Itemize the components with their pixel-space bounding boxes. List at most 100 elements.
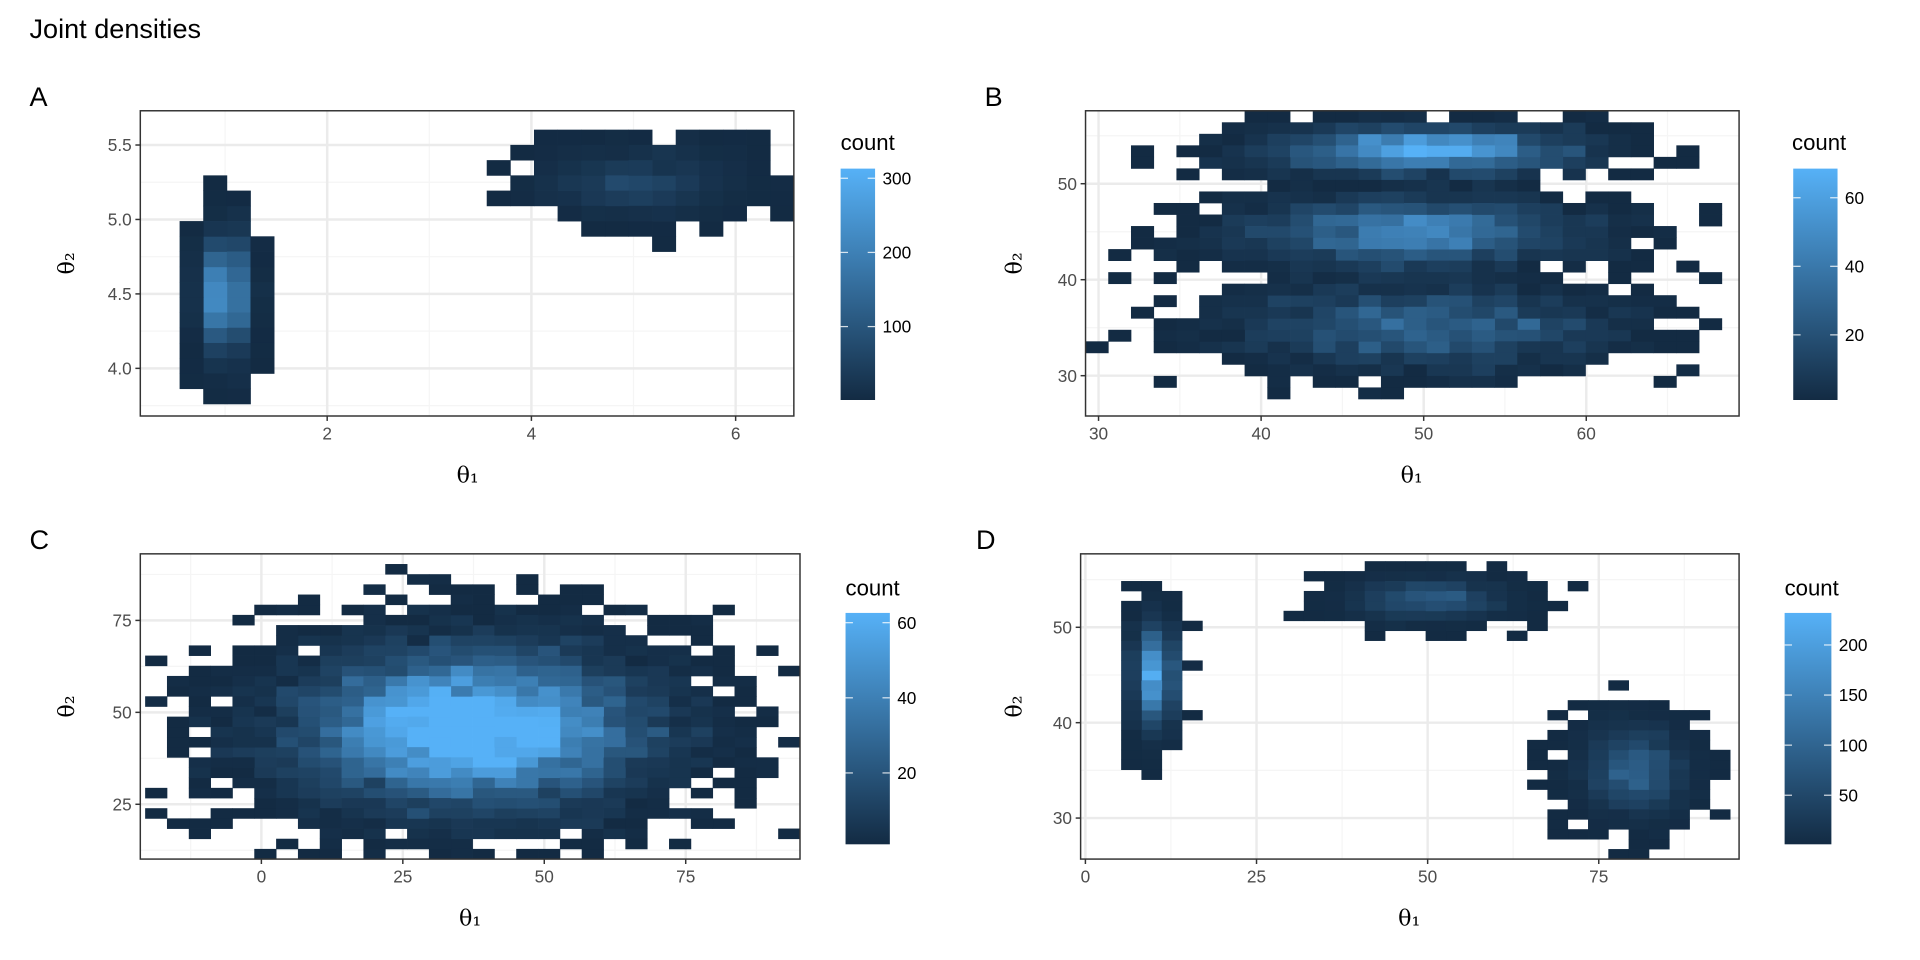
bin-cell <box>472 655 495 667</box>
bin-cell <box>1335 341 1359 354</box>
bin-cell <box>363 757 386 768</box>
bin-cell <box>1403 260 1427 273</box>
bin-cell <box>1608 168 1632 181</box>
bin-cell <box>1221 352 1245 365</box>
bin-cell <box>1364 600 1386 612</box>
bin-cell <box>1506 630 1528 641</box>
bin-cell <box>756 716 779 728</box>
bin-cell <box>1425 590 1447 602</box>
bin-cell <box>1364 561 1386 572</box>
bin-cell <box>669 747 692 758</box>
bin-cell <box>1676 145 1700 158</box>
bin-cell <box>712 726 735 738</box>
bin-cell <box>428 787 452 799</box>
bin-cell <box>1426 168 1450 181</box>
bin-cell <box>232 777 255 789</box>
bin-cell <box>297 798 321 809</box>
bin-cell <box>603 747 626 758</box>
bin-cell <box>254 716 277 728</box>
bin-cell <box>1540 133 1564 146</box>
bin-cell <box>1176 145 1200 158</box>
bin-cell <box>1141 650 1163 661</box>
bin-cell <box>1425 610 1447 622</box>
bin-cell <box>472 665 495 677</box>
bin-cell <box>1608 341 1632 354</box>
bin-cell <box>363 696 386 707</box>
bin-cell <box>1385 610 1406 622</box>
bin-cell <box>385 798 408 809</box>
bin-cell <box>1676 260 1700 273</box>
bin-cell <box>647 716 670 728</box>
bin-cell <box>407 625 430 636</box>
bin-cell <box>1471 156 1495 169</box>
bin-cell <box>1567 700 1589 711</box>
bin-cell <box>559 787 583 799</box>
panel-border <box>139 553 801 860</box>
bin-cell <box>1628 809 1650 820</box>
bin-cell <box>179 221 204 237</box>
bin-cell <box>407 767 430 779</box>
bin-cell <box>628 129 653 146</box>
bin-cell <box>1403 145 1427 158</box>
bin-cell <box>1648 819 1670 830</box>
bin-cell <box>1303 610 1325 622</box>
bin-cell <box>734 726 757 738</box>
bin-cell <box>690 614 714 626</box>
legend-tick-label: 60 <box>897 613 916 633</box>
bin-cell <box>1471 202 1495 215</box>
bin-cell <box>1540 364 1564 377</box>
bin-cell <box>581 736 604 748</box>
bin-cell <box>1699 202 1723 215</box>
bin-cell <box>1486 610 1508 622</box>
bin-cell <box>1141 759 1163 771</box>
bin-cell <box>1588 789 1609 800</box>
bin-cell <box>1290 329 1314 342</box>
bin-cell <box>1562 226 1586 238</box>
bin-cell <box>1403 133 1427 146</box>
bin-cell <box>510 144 535 161</box>
bin-cell <box>363 675 386 687</box>
x-tick-label: 6 <box>731 423 741 443</box>
bin-cell <box>1676 156 1700 169</box>
bin-cell <box>203 251 228 268</box>
bin-cell <box>559 614 583 626</box>
bin-cell <box>1199 214 1223 227</box>
bin-cell <box>1335 260 1359 273</box>
bin-cell <box>628 175 653 191</box>
bin-cell <box>1358 306 1382 319</box>
bin-cell <box>516 635 539 646</box>
bin-cell <box>699 190 724 207</box>
bin-cell <box>669 726 692 738</box>
bin-cell <box>428 706 452 718</box>
bin-cell <box>203 297 228 313</box>
bin-cell <box>538 706 561 718</box>
bin-cell <box>1540 249 1564 261</box>
bin-cell <box>1267 387 1291 400</box>
bin-cell <box>1471 283 1495 296</box>
bin-cell <box>516 665 539 677</box>
bin-cell <box>297 716 321 728</box>
bin-cell <box>1653 329 1677 342</box>
bin-cell <box>1121 680 1142 691</box>
bin-cell <box>188 736 211 748</box>
bin-cell <box>625 838 648 850</box>
bin-cell <box>472 787 495 799</box>
bin-cell <box>494 675 517 687</box>
bin-cell <box>450 777 473 789</box>
bin-cell <box>297 675 321 687</box>
bin-cell <box>1121 600 1142 612</box>
y-tick-label: 25 <box>113 794 132 814</box>
bin-cell <box>1494 318 1518 331</box>
bin-cell <box>232 696 255 707</box>
bin-cell <box>1540 145 1564 158</box>
bin-cell <box>1153 295 1177 308</box>
bin-cell <box>1517 306 1541 319</box>
bin-cell <box>538 645 561 656</box>
bin-cell <box>1588 769 1609 780</box>
bin-cell <box>494 686 517 697</box>
bin-cell <box>1540 352 1564 365</box>
bin-cell <box>1585 191 1609 204</box>
bin-cell <box>712 655 735 667</box>
bin-cell <box>1426 226 1450 238</box>
bin-cell <box>625 747 648 758</box>
